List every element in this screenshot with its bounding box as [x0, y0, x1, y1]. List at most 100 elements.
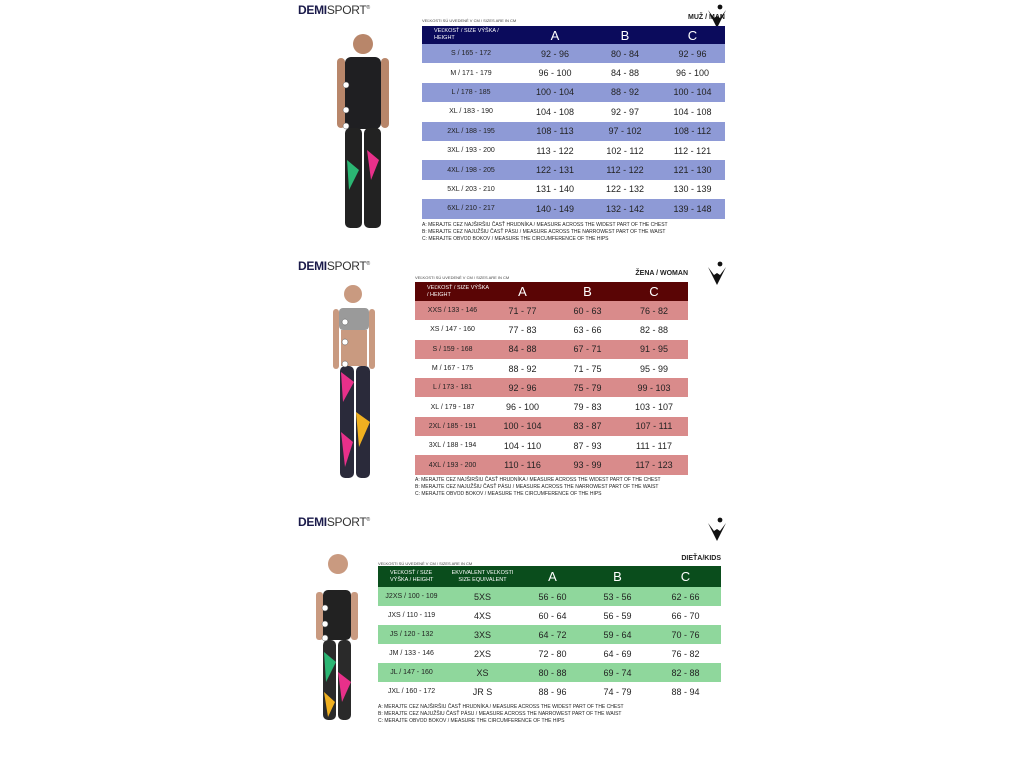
- value-cell: 71 - 75: [573, 363, 602, 374]
- size-cell: 3XL / 193 - 200: [447, 147, 495, 155]
- size-cell: 4XL / 193 - 200: [428, 461, 477, 469]
- size-cell: 5XL / 203 - 210: [447, 185, 495, 193]
- man-model-figure: [337, 34, 389, 228]
- value-cell: 112 - 121: [673, 145, 712, 156]
- value-cell: 108 - 112: [673, 126, 712, 137]
- value-cell: 75 - 79: [573, 382, 602, 393]
- value-cell: 82 - 88: [639, 324, 669, 335]
- table-header-row: Veľkosť / size výška / height A B C: [422, 26, 725, 44]
- value-cell: 77 - 83: [508, 324, 537, 335]
- value-cell: 95 - 99: [639, 363, 669, 374]
- macron-logo-icon: [708, 4, 726, 28]
- macron-logo-icon: [708, 517, 726, 541]
- column-header: Veľkosť / size výška / height: [434, 28, 499, 41]
- value-cell: 80 - 84: [610, 48, 640, 59]
- measure-note-a: A: merajte cez najširšiu časť hrudníka /…: [422, 222, 668, 228]
- value-cell: 53 - 56: [603, 591, 632, 602]
- value-cell: 97 - 102: [608, 126, 642, 137]
- units-note: Veľkosti sú uvedené v cm / sizes are in …: [378, 561, 473, 566]
- value-cell: 107 - 111: [635, 421, 673, 432]
- value-cell: 5XS: [473, 591, 491, 602]
- measure-note-c: C: merajte obvod bokov / measure the cir…: [422, 236, 609, 242]
- measure-note-b: B: merajte cez najužšiu časť pásu / meas…: [378, 711, 622, 717]
- gender-label: Muž / Man: [688, 14, 725, 21]
- value-cell: 132 - 142: [605, 203, 645, 214]
- table-row: JXS / 110 - 119 4XS 60 - 64 56 - 59 66 - 70: [378, 606, 721, 625]
- measure-note-a: A: merajte cez najširšiu časť hrudníka /…: [378, 704, 624, 710]
- table-row: M / 171 - 179 96 - 100 84 - 88 96 - 100: [422, 63, 725, 83]
- value-cell: 112 - 122: [606, 165, 644, 176]
- size-cell: XL / 179 - 187: [430, 403, 475, 411]
- value-cell: 84 - 88: [610, 68, 640, 79]
- column-header: Ekvivalent veľkosti size equivalent: [451, 569, 514, 583]
- value-cell: 76 - 82: [639, 305, 669, 316]
- value-cell: 100 - 104: [503, 421, 542, 432]
- demisport-logo: DEMISPORT®: [298, 259, 370, 273]
- value-cell: 67 - 71: [573, 344, 602, 355]
- size-cell: S / 159 - 168: [432, 345, 473, 353]
- value-cell: 92 - 96: [540, 48, 570, 59]
- value-cell: 84 - 88: [508, 344, 537, 355]
- table-row: JM / 133 - 146 2XS 72 - 80 64 - 69 76 - 82: [378, 644, 721, 663]
- size-cell: XXS / 133 - 146: [427, 307, 478, 315]
- table-row: 4XL / 198 - 205 122 - 131 112 - 122 121 - 1…: [422, 160, 725, 180]
- value-cell: 60 - 64: [538, 610, 567, 621]
- column-header: Veľkosť / size výška / height: [427, 284, 489, 298]
- value-cell: 100 - 104: [673, 87, 712, 98]
- table-row: JL / 147 - 160 XS 80 - 88 69 - 74 82 - 88: [378, 663, 721, 682]
- value-cell: 80 - 88: [538, 667, 567, 678]
- size-cell: M / 167 - 175: [431, 365, 474, 373]
- woman-model-figure: [333, 285, 375, 478]
- table-row: 6XL / 210 - 217 140 - 149 132 - 142 139 - 1…: [422, 199, 725, 219]
- table-row: XL / 183 - 190 104 - 108 92 - 97 104 - 108: [422, 102, 725, 122]
- value-cell: 3XS: [473, 629, 491, 640]
- table-row: S / 159 - 168 84 - 88 67 - 71 91 - 95: [415, 339, 688, 359]
- value-cell: 92 - 97: [610, 106, 640, 117]
- value-cell: 96 - 100: [675, 68, 710, 79]
- measure-notes: A: merajte cez najširšiu časť hrudníka /…: [415, 477, 661, 498]
- column-header: C: [649, 284, 659, 299]
- table-row: 3XL / 188 - 194 104 - 110 87 - 93 111 - 117: [415, 436, 688, 456]
- size-cell: XS / 147 - 160: [430, 326, 475, 334]
- table-row: 2XL / 188 - 195 108 - 113 97 - 102 108 - 11…: [422, 121, 725, 141]
- column-header: B: [613, 569, 622, 584]
- column-header: A: [518, 284, 527, 299]
- value-cell: 88 - 92: [610, 87, 640, 98]
- size-cell: 3XL / 188 - 194: [428, 442, 477, 450]
- value-cell: 56 - 60: [538, 591, 567, 602]
- value-cell: 104 - 108: [535, 106, 575, 117]
- value-cell: 76 - 82: [671, 648, 700, 659]
- table-header-row: Veľkosť / size výška / height A B C: [415, 282, 688, 301]
- size-cell: 6XL / 210 - 217: [447, 205, 495, 213]
- value-cell: 130 - 139: [673, 184, 712, 195]
- value-cell: 60 - 63: [573, 305, 602, 316]
- table-row: 5XL / 203 - 210 131 - 140 122 - 132 130 - 1…: [422, 179, 725, 200]
- value-cell: 139 - 148: [673, 203, 712, 214]
- size-cell: XL / 183 - 190: [449, 108, 493, 116]
- size-cell: S / 165 - 172: [450, 50, 492, 58]
- value-cell: 88 - 92: [508, 363, 537, 374]
- table-row: 3XL / 193 - 200 113 - 122 102 - 112 112 - 1…: [422, 140, 725, 161]
- value-cell: 72 - 80: [538, 648, 567, 659]
- table-row: L / 173 - 181 92 - 96 75 - 79 99 - 103: [415, 378, 688, 398]
- value-cell: 92 - 96: [678, 48, 707, 59]
- value-cell: 70 - 76: [671, 629, 700, 640]
- column-header: C: [687, 27, 698, 43]
- value-cell: 104 - 108: [673, 106, 712, 117]
- value-cell: 88 - 94: [671, 686, 700, 697]
- value-cell: 104 - 110: [503, 440, 542, 451]
- size-cell: JXS / 110 - 119: [387, 612, 436, 619]
- measure-note-b: B: merajte cez najužšiu časť pásu / meas…: [422, 229, 666, 235]
- value-cell: 63 - 66: [573, 324, 602, 335]
- table-row: JXL / 160 - 172 JR S 88 - 96 74 - 79 88 - 94: [378, 682, 721, 701]
- table-row: M / 167 - 175 88 - 92 71 - 75 95 - 99: [415, 358, 688, 379]
- table-row: 4XL / 193 - 200 110 - 116 93 - 99 117 - 123: [415, 455, 688, 475]
- value-cell: 93 - 99: [573, 460, 602, 471]
- value-cell: 71 - 77: [508, 305, 537, 316]
- measure-notes: A: merajte cez najširšiu časť hrudníka /…: [422, 222, 668, 243]
- units-note: Veľkosti sú uvedené v cm / sizes are in …: [422, 18, 517, 23]
- value-cell: 2XS: [473, 648, 491, 659]
- size-cell: JXL / 160 - 172: [387, 688, 436, 695]
- column-header: Veľkosť / size výška / height: [390, 569, 434, 583]
- measure-note-b: B: merajte cez najužšiu časť pásu / meas…: [415, 484, 659, 490]
